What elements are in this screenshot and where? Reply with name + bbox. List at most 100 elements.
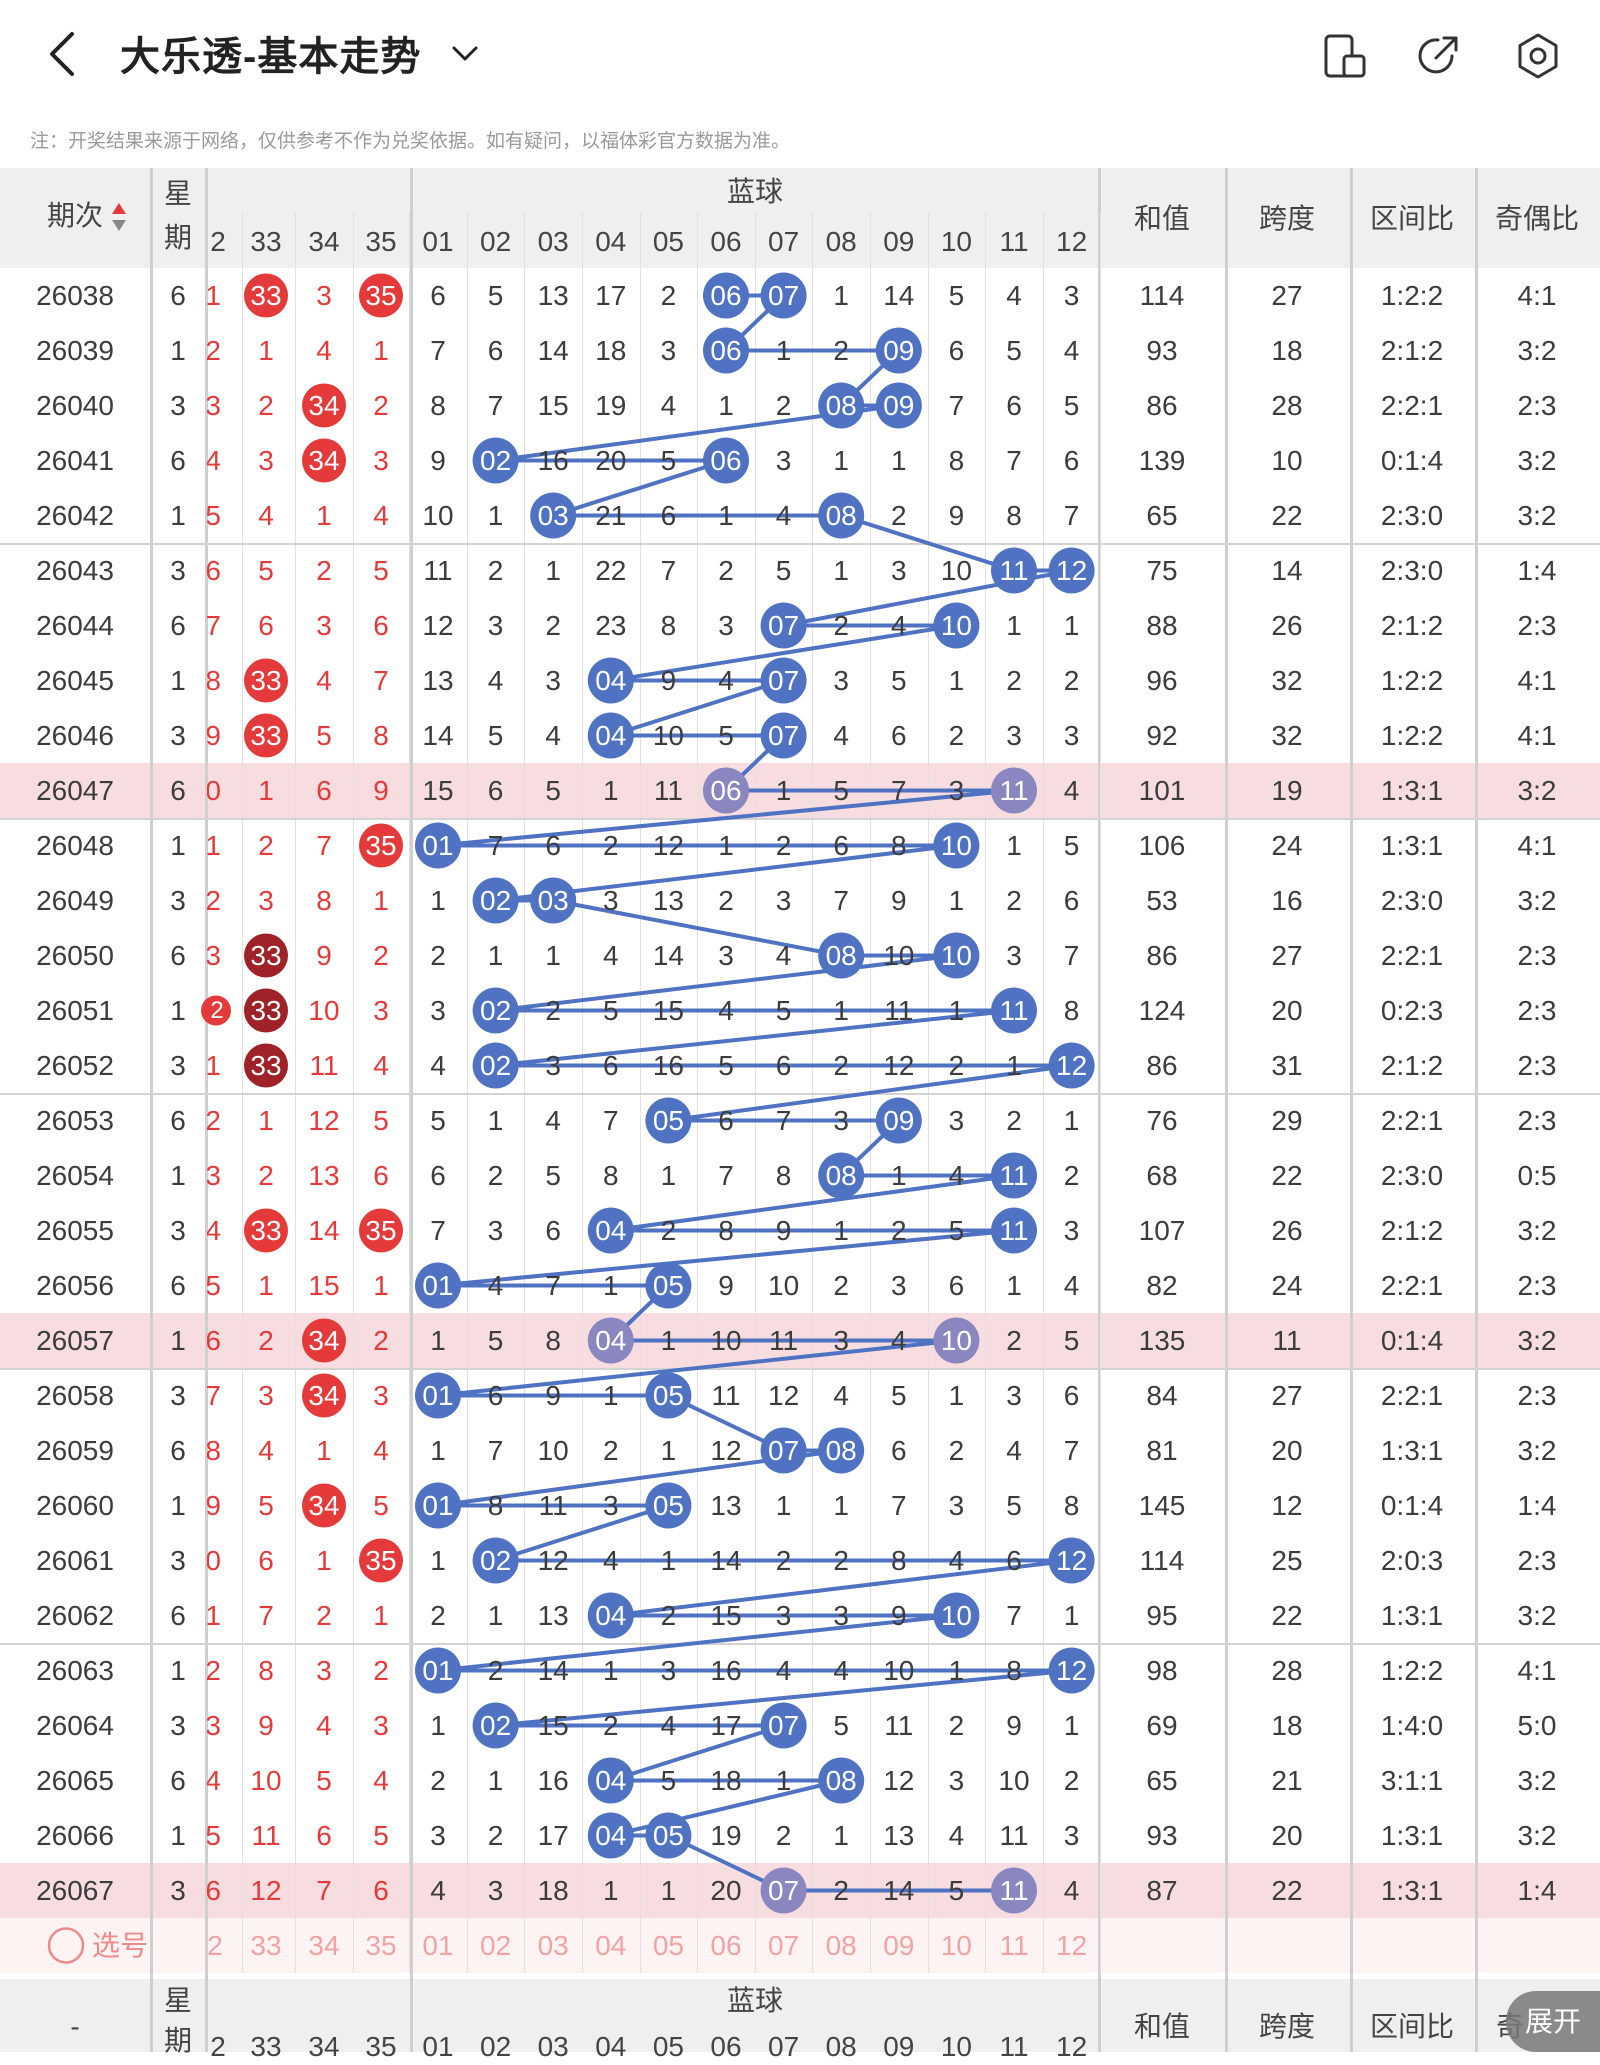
blue-ball — [933, 602, 980, 649]
blue-miss-cell: 2 — [948, 1049, 965, 1081]
blue-ball-number: 02 — [480, 1709, 512, 1741]
blue-ball — [1048, 1647, 1095, 1694]
zone-ratio-cell: 1:2:2 — [1380, 279, 1444, 311]
settings-icon[interactable] — [1512, 30, 1564, 82]
parity-ratio-cell: 1:4 — [1517, 554, 1557, 586]
blue-ball — [703, 327, 749, 374]
parity-ratio-cell: 2:3 — [1517, 389, 1557, 421]
blue-ball — [645, 1097, 692, 1144]
blue-miss-cell: 2 — [487, 1159, 504, 1191]
week-cell: 1 — [170, 829, 186, 861]
blue-miss-cell: 6 — [545, 829, 561, 861]
row-group-divider — [0, 818, 1600, 820]
week-cell: 6 — [170, 609, 186, 641]
blue-miss-cell: 13 — [537, 279, 569, 311]
blue-miss-cell: 1 — [430, 884, 446, 916]
front-partial-cell: 3 — [207, 389, 221, 421]
parity-ratio-cell: 4:1 — [1517, 719, 1557, 751]
blue-miss-cell: 7 — [430, 1214, 446, 1246]
front-partial-cell: 4 — [207, 444, 221, 476]
blue-miss-cell: 1 — [487, 1764, 504, 1796]
week-cell: 6 — [170, 1434, 186, 1466]
blue-miss-cell: 4 — [1006, 1434, 1022, 1466]
chevron-down-icon[interactable] — [448, 38, 482, 68]
zone-ratio-cell: 2:2:1 — [1380, 389, 1444, 421]
parity-ratio-cell: 1:4 — [1517, 1874, 1557, 1906]
sort-icon[interactable] — [110, 201, 128, 233]
expand-button[interactable]: 展开 — [1506, 1991, 1600, 2052]
front-header: 35 — [365, 226, 397, 257]
front-miss-cell: 4 — [258, 1434, 274, 1466]
period-cell: 26055 — [36, 1214, 114, 1246]
zone-ratio-cell: 2:3:0 — [1380, 554, 1444, 586]
blue-ball-number: 05 — [652, 1379, 684, 1411]
zone-ratio-cell: 1:3:1 — [1380, 1599, 1444, 1631]
share-icon[interactable] — [1412, 30, 1464, 82]
bottom-front-partial: 2 — [210, 2031, 226, 2062]
bottom-blue-group-header: 蓝球 — [726, 1985, 783, 2016]
blue-miss-cell: 2 — [660, 279, 677, 311]
bottom-blue-header: 04 — [595, 2031, 627, 2062]
front-ball-number: 33 — [250, 1214, 282, 1246]
blue-miss-cell: 4 — [775, 939, 792, 971]
blue-miss-cell: 10 — [652, 719, 684, 751]
blue-miss-cell: 1 — [487, 1104, 504, 1136]
blue-ball-number: 05 — [652, 1269, 684, 1301]
blue-miss-cell: 1 — [833, 279, 849, 311]
span-cell: 26 — [1271, 1214, 1303, 1246]
week-cell: 3 — [170, 389, 186, 421]
blue-miss-cell: 14 — [422, 719, 454, 751]
blue-miss-cell: 7 — [487, 389, 504, 421]
blue-miss-cell: 13 — [710, 1489, 742, 1521]
front-ball — [244, 713, 288, 758]
blue-miss-cell: 6 — [487, 774, 504, 806]
blue-miss-cell: 15 — [710, 1599, 742, 1631]
blue-miss-cell: 3 — [1063, 279, 1080, 311]
week-cell: 1 — [170, 664, 186, 696]
blue-ball-number: 03 — [537, 884, 569, 916]
blue-miss-cell: 11 — [884, 1709, 914, 1741]
front-miss-cell: 1 — [258, 774, 274, 806]
select-number-label[interactable]: 选号 — [92, 1929, 149, 1961]
week-cell: 3 — [170, 719, 186, 751]
period-cell: 26052 — [36, 1049, 114, 1081]
front-miss-cell: 2 — [373, 939, 389, 971]
span-cell: 22 — [1271, 1159, 1303, 1191]
front-miss-cell: 1 — [373, 334, 389, 366]
week-cell: 6 — [170, 939, 186, 971]
blue-ball — [645, 1482, 692, 1529]
span-cell: 26 — [1271, 609, 1303, 641]
sum-cell: 87 — [1146, 1874, 1178, 1906]
blue-miss-cell: 2 — [487, 554, 504, 586]
week-cell: 1 — [170, 1489, 186, 1521]
blue-miss-cell: 2 — [430, 1764, 446, 1796]
sum-cell: 88 — [1146, 609, 1178, 641]
zone-ratio-cell: 3:1:1 — [1380, 1764, 1444, 1796]
blue-miss-cell: 4 — [718, 664, 734, 696]
week-cell: 6 — [170, 1104, 186, 1136]
blue-miss-cell: 2 — [775, 389, 792, 421]
blue-miss-cell: 8 — [891, 829, 907, 861]
blue-miss-cell: 5 — [1006, 1489, 1022, 1521]
back-arrow-icon[interactable] — [40, 28, 88, 80]
front-partial-cell: 1 — [207, 279, 221, 311]
front-miss-cell: 5 — [373, 1104, 389, 1136]
parity-ratio-cell: 3:2 — [1517, 1599, 1557, 1631]
select-checkbox-icon[interactable] — [47, 1927, 85, 1964]
column-divider — [1042, 212, 1044, 1973]
front-miss-cell: 13 — [308, 1159, 340, 1191]
front-miss-cell: 6 — [373, 609, 389, 641]
phone-rotate-icon[interactable] — [1318, 30, 1370, 82]
parity-header: 奇偶比 — [1494, 203, 1579, 234]
period-header[interactable]: 期次 — [46, 200, 103, 231]
select-front-partial[interactable]: 2 — [207, 1929, 223, 1961]
period-cell: 26056 — [36, 1269, 114, 1301]
column-divider — [295, 212, 296, 1973]
blue-miss-cell: 3 — [1063, 1214, 1080, 1246]
front-ball — [244, 1208, 288, 1253]
blue-miss-cell: 1 — [948, 1379, 965, 1411]
sum-cell: 84 — [1146, 1379, 1178, 1411]
blue-ball — [818, 1427, 865, 1474]
blue-ball — [933, 1317, 980, 1364]
sum-cell: 81 — [1146, 1434, 1178, 1466]
